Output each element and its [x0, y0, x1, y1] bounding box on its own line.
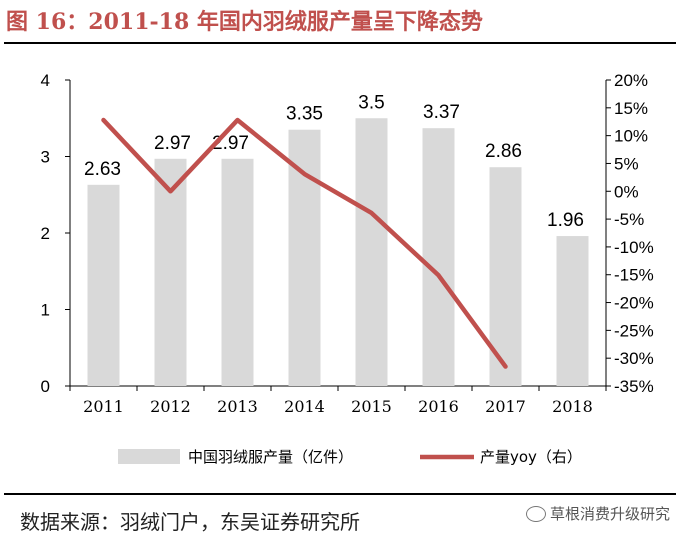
bar [87, 184, 120, 386]
right-tick-label: -20% [614, 294, 654, 313]
watermark: 草根消费升级研究 [525, 503, 670, 524]
right-tick-label: 10% [614, 127, 648, 146]
right-tick-label: 5% [614, 154, 639, 173]
wechat-icon [525, 505, 546, 522]
legend-line-label: 产量yoy（右） [480, 448, 582, 466]
bar [556, 236, 589, 386]
bar [221, 158, 254, 386]
left-tick-label: 4 [41, 71, 50, 90]
right-tick-label: 20% [614, 71, 648, 90]
right-tick-label: -30% [614, 349, 654, 368]
bar-data-label: 1.96 [547, 210, 584, 231]
right-tick-label: -5% [614, 210, 644, 229]
bar-data-label: 3.37 [423, 102, 460, 123]
watermark-text: 草根消费升级研究 [549, 505, 670, 523]
x-tick-label: 2012 [150, 397, 191, 416]
left-tick-label: 0 [41, 377, 50, 396]
bar [422, 128, 455, 386]
bar-data-label: 2.86 [485, 141, 522, 162]
bar-labels: 2.632.97 2.973.353.5 3.372.861.96 [84, 92, 584, 231]
legend-bar-label: 中国羽绒服产量（亿件） [188, 448, 353, 466]
bar-series [87, 118, 589, 386]
bar-data-label: 3.5 [358, 92, 384, 113]
bottom-divider [4, 493, 676, 495]
right-tick-label: -10% [614, 238, 654, 257]
right-tick-label: 0% [614, 182, 639, 201]
x-tick-label: 2013 [217, 397, 258, 416]
right-tick-label: -25% [614, 321, 654, 340]
left-tick-label: 2 [41, 224, 50, 243]
source-note: 数据来源：羽绒门户，东吴证券研究所 [20, 510, 360, 534]
x-tick-label: 2018 [552, 397, 593, 416]
right-tick-label: -35% [614, 377, 654, 396]
x-tick-label: 2016 [418, 397, 459, 416]
chart-title: 图 16：2011-18 年国内羽绒服产量呈下降态势 [6, 9, 483, 35]
combo-chart: 0 1 2 3 4 20% 15% 10% 5% 0% -5% -10% -15% -20% -25% -30… [41, 71, 654, 466]
x-tick-label: 2017 [485, 397, 526, 416]
x-tick-label: 2015 [351, 397, 392, 416]
legend-bar-swatch [118, 449, 180, 464]
left-tick-label: 1 [41, 301, 50, 320]
bar [355, 118, 388, 386]
bar [288, 129, 321, 386]
x-tick-label: 2014 [284, 397, 325, 416]
top-divider [4, 42, 676, 44]
right-tick-label: 15% [614, 99, 648, 118]
x-tick-label: 2011 [83, 397, 124, 416]
right-tick-label: -15% [614, 266, 654, 285]
bar-data-label: 2.97 [154, 133, 191, 154]
legend: 中国羽绒服产量（亿件） 产量yoy（右） [118, 448, 582, 466]
bar [154, 158, 187, 386]
bar-data-label: 3.35 [286, 104, 323, 125]
line-series [101, 117, 508, 369]
bar-data-label: 2.63 [84, 159, 121, 180]
left-tick-label: 3 [41, 148, 50, 167]
